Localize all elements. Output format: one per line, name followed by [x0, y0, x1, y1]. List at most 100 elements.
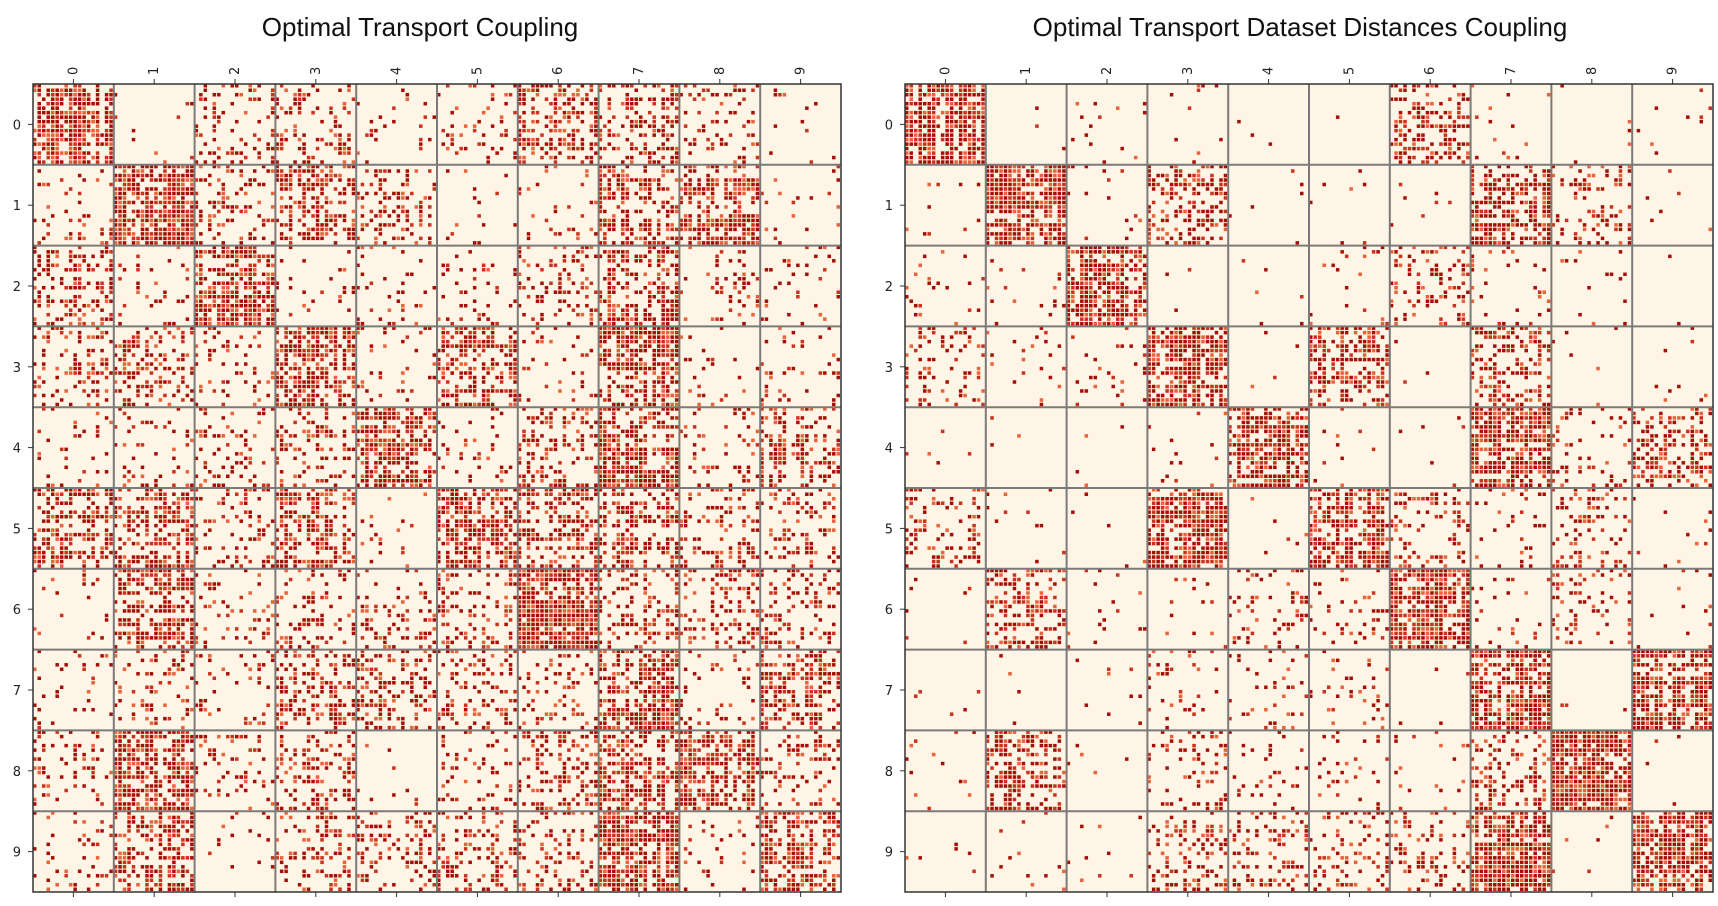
heatmap-cell: [69, 308, 73, 312]
heatmap-cell: [666, 457, 670, 461]
heatmap-cell: [204, 250, 208, 254]
heatmap-cell: [204, 313, 208, 317]
heatmap-cell: [661, 147, 665, 151]
heatmap-cell: [554, 97, 558, 101]
heatmap-cell: [154, 219, 158, 223]
heatmap-cell: [132, 187, 136, 191]
heatmap-cell: [73, 111, 77, 115]
heatmap-cell: [87, 371, 91, 375]
heatmap-cell: [123, 183, 127, 187]
heatmap-cell: [271, 273, 275, 277]
heatmap-cell: [661, 362, 665, 366]
heatmap-cell: [280, 367, 284, 371]
heatmap-cell: [635, 367, 639, 371]
heatmap-cell: [733, 273, 737, 277]
heatmap-cell: [500, 376, 504, 380]
heatmap-cell: [159, 228, 163, 232]
heatmap-cell: [172, 519, 176, 523]
heatmap-cell: [123, 555, 127, 559]
heatmap-cell: [248, 299, 252, 303]
heatmap-cell: [720, 398, 724, 402]
heatmap-cell: [51, 264, 55, 268]
heatmap-cell: [424, 434, 428, 438]
heatmap-cell: [783, 371, 787, 375]
heatmap-cell: [141, 385, 145, 389]
heatmap-cell: [693, 425, 697, 429]
heatmap-cell: [55, 156, 59, 160]
heatmap-cell: [621, 192, 625, 196]
heatmap-cell: [51, 492, 55, 496]
heatmap-cell: [612, 403, 616, 407]
heatmap-cell: [832, 259, 836, 263]
heatmap-cell: [307, 430, 311, 434]
heatmap-cell: [316, 214, 320, 218]
heatmap-cell: [91, 533, 95, 537]
heatmap-cell: [576, 232, 580, 236]
heatmap-cell: [168, 259, 172, 263]
heatmap-cell: [823, 457, 827, 461]
heatmap-cell: [329, 277, 333, 281]
heatmap-cell: [64, 537, 68, 541]
heatmap-cell: [724, 223, 728, 227]
heatmap-cell: [109, 120, 113, 124]
heatmap-cell: [239, 187, 243, 191]
heatmap-cell: [621, 178, 625, 182]
heatmap-cell: [37, 120, 41, 124]
heatmap-cell: [159, 192, 163, 196]
heatmap-cell: [639, 470, 643, 474]
heatmap-cell: [226, 286, 230, 290]
heatmap-cell: [477, 340, 481, 344]
heatmap-cell: [293, 102, 297, 106]
heatmap-cell: [307, 439, 311, 443]
heatmap-cell: [271, 264, 275, 268]
heatmap-cell: [163, 295, 167, 299]
heatmap-cell: [190, 174, 194, 178]
heatmap-cell: [257, 97, 261, 101]
heatmap-cell: [626, 385, 630, 389]
heatmap-cell: [352, 192, 356, 196]
heatmap-cell: [69, 367, 73, 371]
heatmap-cell: [666, 439, 670, 443]
heatmap-cell: [150, 237, 154, 241]
heatmap-cell: [392, 425, 396, 429]
heatmap-cell: [60, 537, 64, 541]
heatmap-cell: [222, 434, 226, 438]
heatmap-cell: [244, 317, 248, 321]
heatmap-cell: [311, 389, 315, 393]
heatmap-cell: [100, 551, 104, 555]
heatmap-cell: [186, 192, 190, 196]
heatmap-cell: [78, 434, 82, 438]
heatmap-cell: [172, 192, 176, 196]
heatmap-cell: [64, 335, 68, 339]
heatmap-cell: [796, 452, 800, 456]
heatmap-cell: [446, 367, 450, 371]
heatmap-cell: [154, 237, 158, 241]
heatmap-cell: [51, 394, 55, 398]
heatmap-cell: [774, 412, 778, 416]
heatmap-cell: [590, 102, 594, 106]
heatmap-cell: [531, 475, 535, 479]
heatmap-cell: [132, 237, 136, 241]
heatmap-cell: [661, 241, 665, 245]
heatmap-cell: [706, 210, 710, 214]
heatmap-cell: [123, 210, 127, 214]
heatmap-cell: [374, 425, 378, 429]
heatmap-cell: [73, 277, 77, 281]
heatmap-cell: [235, 255, 239, 259]
heatmap-cell: [172, 501, 176, 505]
heatmap-cell: [617, 317, 621, 321]
heatmap-cell: [626, 97, 630, 101]
heatmap-cell: [204, 430, 208, 434]
heatmap-cell: [684, 138, 688, 142]
heatmap-cell: [320, 448, 324, 452]
heatmap-cell: [118, 223, 122, 227]
heatmap-cell: [657, 331, 661, 335]
heatmap-cell: [118, 196, 122, 200]
heatmap-cell: [379, 430, 383, 434]
heatmap-cell: [141, 192, 145, 196]
heatmap-cell: [73, 142, 77, 146]
heatmap-cell: [334, 349, 338, 353]
heatmap-cell: [325, 394, 329, 398]
heatmap-cell: [46, 142, 50, 146]
heatmap-cell: [280, 196, 284, 200]
